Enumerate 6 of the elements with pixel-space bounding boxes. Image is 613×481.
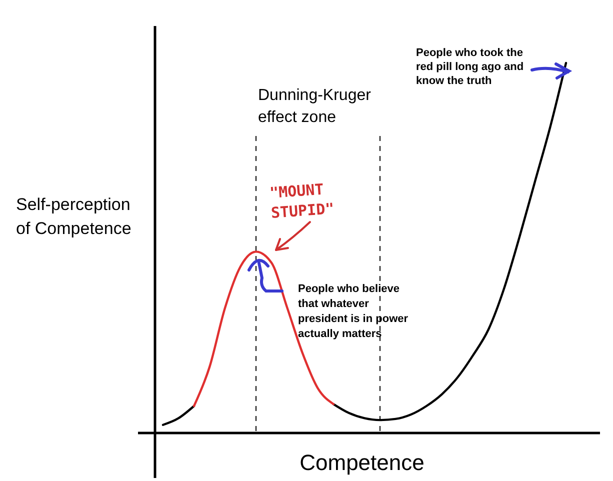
annotation: "MOUNT STUPID" <box>269 180 335 222</box>
annotation: People who took the red pill long ago and know the truth <box>416 47 524 87</box>
x-axis-title: Competence <box>300 450 424 475</box>
annotation: Dunning-Kruger effect zone <box>258 87 372 126</box>
y-axis-title: Self-perception of Competence <box>16 195 132 238</box>
annotation: People who believe that whatever president is in power actually matters <box>298 283 409 340</box>
